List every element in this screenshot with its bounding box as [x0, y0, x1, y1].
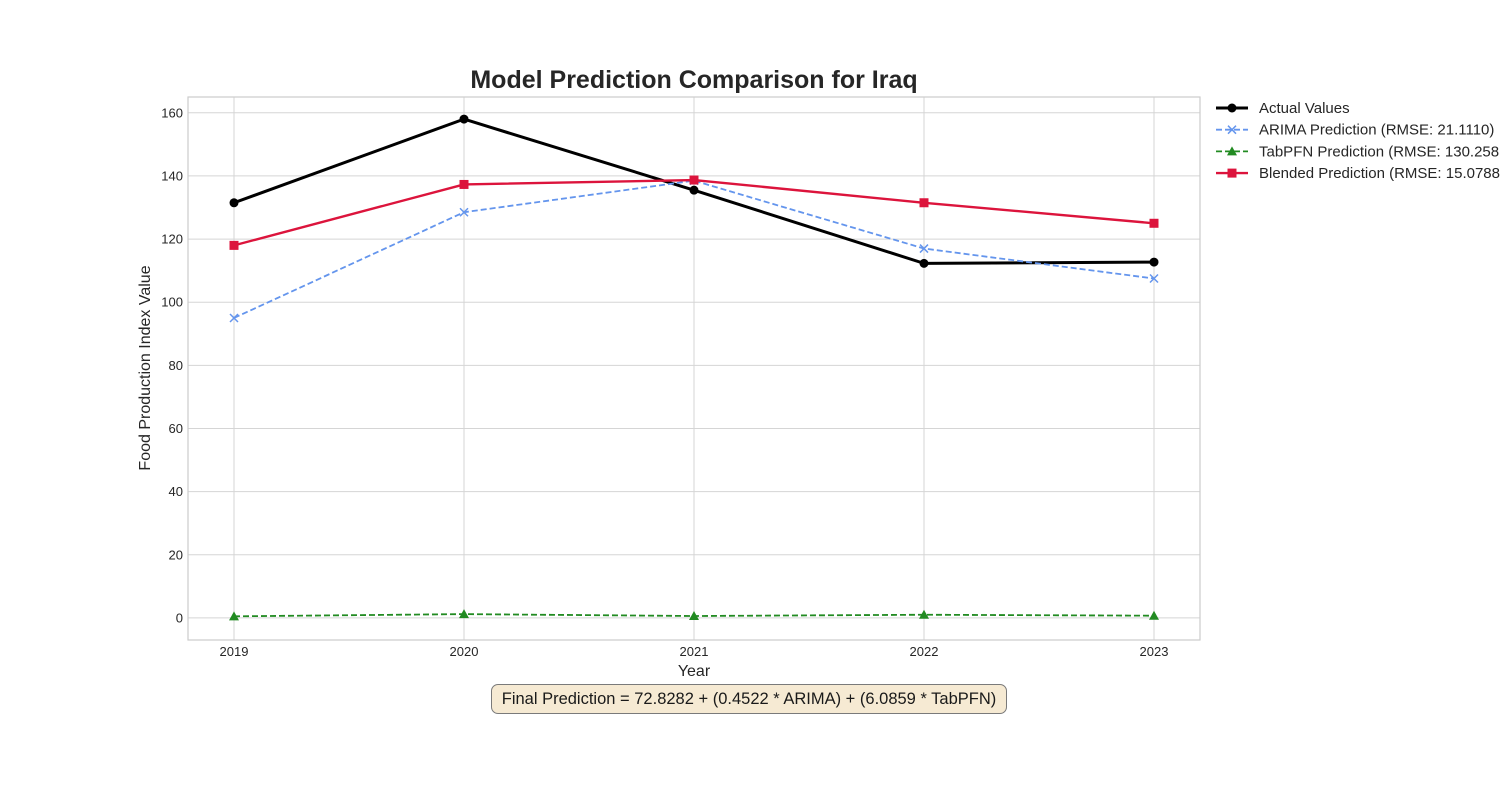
series-layer: [229, 114, 1159, 621]
plot-frame: [187, 96, 1201, 641]
legend-marker: [1227, 125, 1237, 135]
data-point: [229, 313, 239, 323]
legend-marker: [1227, 103, 1237, 113]
data-point: [919, 258, 929, 268]
legend-label: Blended Prediction (RMSE: 15.0788: [1259, 165, 1500, 182]
legend-label: ARIMA Prediction (RMSE: 21.1110): [1259, 122, 1494, 139]
data-point: [459, 207, 469, 217]
chart-title: Model Prediction Comparison for Iraq: [470, 66, 917, 94]
y-tick-label: 120: [161, 232, 183, 247]
y-tick-label: 20: [169, 547, 183, 562]
data-point: [689, 185, 699, 195]
data-point: [229, 198, 239, 208]
legend-label: TabPFN Prediction (RMSE: 130.258: [1259, 143, 1499, 160]
data-point: [1149, 610, 1159, 620]
data-point: [1149, 257, 1159, 267]
x-tick-label: 2019: [220, 644, 249, 659]
data-point: [689, 175, 699, 185]
legend-label: Actual Values: [1259, 100, 1350, 117]
legend-entry-tabpfn: TabPFN Prediction (RMSE: 130.258: [1216, 143, 1499, 160]
series-line: [233, 179, 1155, 319]
y-tick-label: 140: [161, 168, 183, 183]
series-tabpfn: [229, 609, 1159, 621]
y-tick-label: 160: [161, 105, 183, 120]
x-axis-label: Year: [678, 663, 711, 680]
legend-entry-arima: ARIMA Prediction (RMSE: 21.1110): [1216, 122, 1494, 139]
data-point: [1149, 273, 1159, 284]
y-tick-label: 0: [176, 610, 183, 625]
y-tick-label: 80: [169, 358, 183, 373]
x-tick-label: 2021: [680, 644, 709, 659]
legend-entry-blended: Blended Prediction (RMSE: 15.0788: [1216, 165, 1500, 182]
series-blended: [229, 175, 1159, 250]
legend: Actual Values ARIMA Prediction (RMSE: 21.…: [1216, 100, 1500, 182]
x-tick-label: 2023: [1140, 644, 1169, 659]
data-point: [919, 198, 929, 208]
data-point: [229, 240, 239, 250]
data-point: [689, 611, 699, 621]
data-point: [919, 609, 929, 619]
data-point: [459, 114, 469, 124]
data-point: [229, 611, 239, 621]
data-point: [459, 179, 469, 189]
y-tick-label: 100: [161, 295, 183, 310]
y-tick-label: 40: [169, 484, 183, 499]
legend-marker: [1227, 146, 1237, 156]
x-tick-label: 2020: [450, 644, 479, 659]
legend-marker: [1227, 168, 1237, 178]
x-tick-label: 2022: [910, 644, 939, 659]
tick-labels: 0 20 40 60 80 100 120 140 160 2019 2020 2021 2022 202…: [161, 105, 1168, 659]
formula-annotation: Final Prediction = 72.8282 + (0.4522 * A…: [491, 684, 1007, 714]
data-point: [1149, 218, 1159, 228]
data-point: [459, 609, 469, 619]
series-actual: [229, 114, 1159, 268]
y-axis-label: Food Production Index Value: [137, 265, 154, 470]
y-tick-label: 60: [169, 421, 183, 436]
grid: [188, 97, 1200, 640]
data-point: [919, 244, 929, 254]
legend-entry-actual: Actual Values: [1216, 100, 1350, 117]
